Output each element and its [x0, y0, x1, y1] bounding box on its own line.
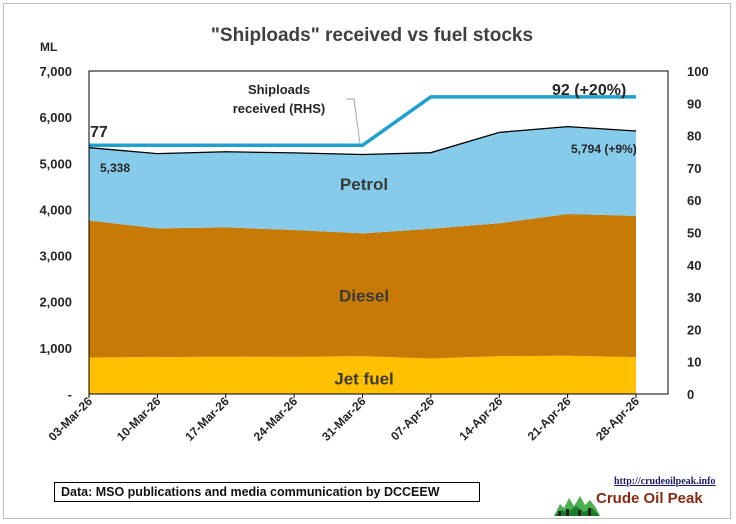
left-y-tick: -	[68, 387, 72, 402]
stock-end-label: 5,794 (+9%)	[571, 142, 637, 156]
right-y-tick: 30	[687, 290, 701, 305]
x-tick-labels: 03-Mar-26 10-Mar-26 17-Mar-26 24-Mar-26 31-M…	[46, 394, 643, 444]
left-y-tick: 4,000	[39, 202, 72, 217]
left-y-tick: 7,000	[39, 64, 72, 79]
x-tick: 28-Apr-26	[593, 394, 642, 443]
area-label-diesel: Diesel	[339, 287, 389, 306]
y-axis-unit: ML	[40, 40, 57, 54]
right-y-tick: 60	[687, 193, 701, 208]
crude-oil-peak-logo[interactable]: http://crudeoilpeak.info Crude Oil Peak	[554, 476, 732, 516]
right-y-tick: 90	[687, 96, 701, 111]
right-y-tick: 20	[687, 322, 701, 337]
stock-start-label: 5,338	[100, 161, 130, 175]
right-y-tick: 100	[687, 64, 709, 79]
total-stock-line	[88, 125, 637, 156]
axes	[88, 70, 669, 398]
area-label-petrol: Petrol	[340, 175, 388, 194]
area-labels: Jet fuel Diesel Petrol	[334, 175, 394, 388]
x-tick: 17-Mar-26	[182, 394, 232, 444]
left-y-tick: 3,000	[39, 249, 72, 264]
right-y-tick: 40	[687, 258, 701, 273]
right-y-tick-labels: 0 10 20 30 40 50 60 70 80 90 100	[687, 64, 709, 402]
left-y-tick: 6,000	[39, 110, 72, 125]
left-y-tick-labels: - 1,000 2,000 3,000 4,000 5,000 6,000 7,000	[39, 64, 72, 402]
area-label-jet-fuel: Jet fuel	[334, 369, 394, 388]
plot-area-border	[88, 70, 669, 395]
right-y-tick: 0	[687, 387, 694, 402]
x-tick: 31-Mar-26	[319, 394, 369, 444]
logo-url-link[interactable]: http://crudeoilpeak.info	[614, 476, 716, 487]
x-tick: 10-Mar-26	[114, 394, 164, 444]
ships-end-label: 92 (+20%)	[552, 82, 626, 99]
right-y-tick: 10	[687, 355, 701, 370]
area-diesel	[89, 214, 636, 359]
x-tick: 07-Apr-26	[388, 394, 437, 443]
rhs-callout-line1: Shiploads	[248, 82, 310, 97]
stacked-areas	[89, 126, 636, 394]
area-jet-fuel	[89, 355, 636, 394]
left-y-tick: 5,000	[39, 156, 72, 171]
rhs-callout-line2: received (RHS)	[233, 101, 325, 116]
logo-mountain-icon	[554, 496, 600, 516]
right-y-tick: 50	[687, 226, 701, 241]
right-y-tick: 80	[687, 129, 701, 144]
x-tick: 24-Mar-26	[251, 394, 301, 444]
left-y-tick: 1,000	[39, 341, 72, 356]
left-y-tick: 2,000	[39, 295, 72, 310]
chart-frame: "Shiploads" received vs fuel stocks ML -…	[3, 3, 731, 519]
chart-title: "Shiploads" received vs fuel stocks	[211, 25, 533, 46]
series-lines	[88, 95, 637, 156]
area-petrol	[89, 126, 636, 234]
shiploads-line	[89, 95, 636, 148]
right-y-tick: 70	[687, 161, 701, 176]
source-note: Data: MSO publications and media communi…	[54, 482, 480, 502]
annotations: 77 92 (+20%) 5,338 5,794 (+9%) Shiploads…	[90, 82, 637, 175]
x-tick: 21-Apr-26	[525, 394, 574, 443]
logo-name: Crude Oil Peak	[596, 490, 703, 507]
chart-svg: "Shiploads" received vs fuel stocks ML -…	[39, 25, 709, 444]
rhs-callout-leader	[346, 98, 361, 145]
ships-start-label: 77	[90, 124, 108, 141]
x-tick: 14-Apr-26	[456, 394, 505, 443]
